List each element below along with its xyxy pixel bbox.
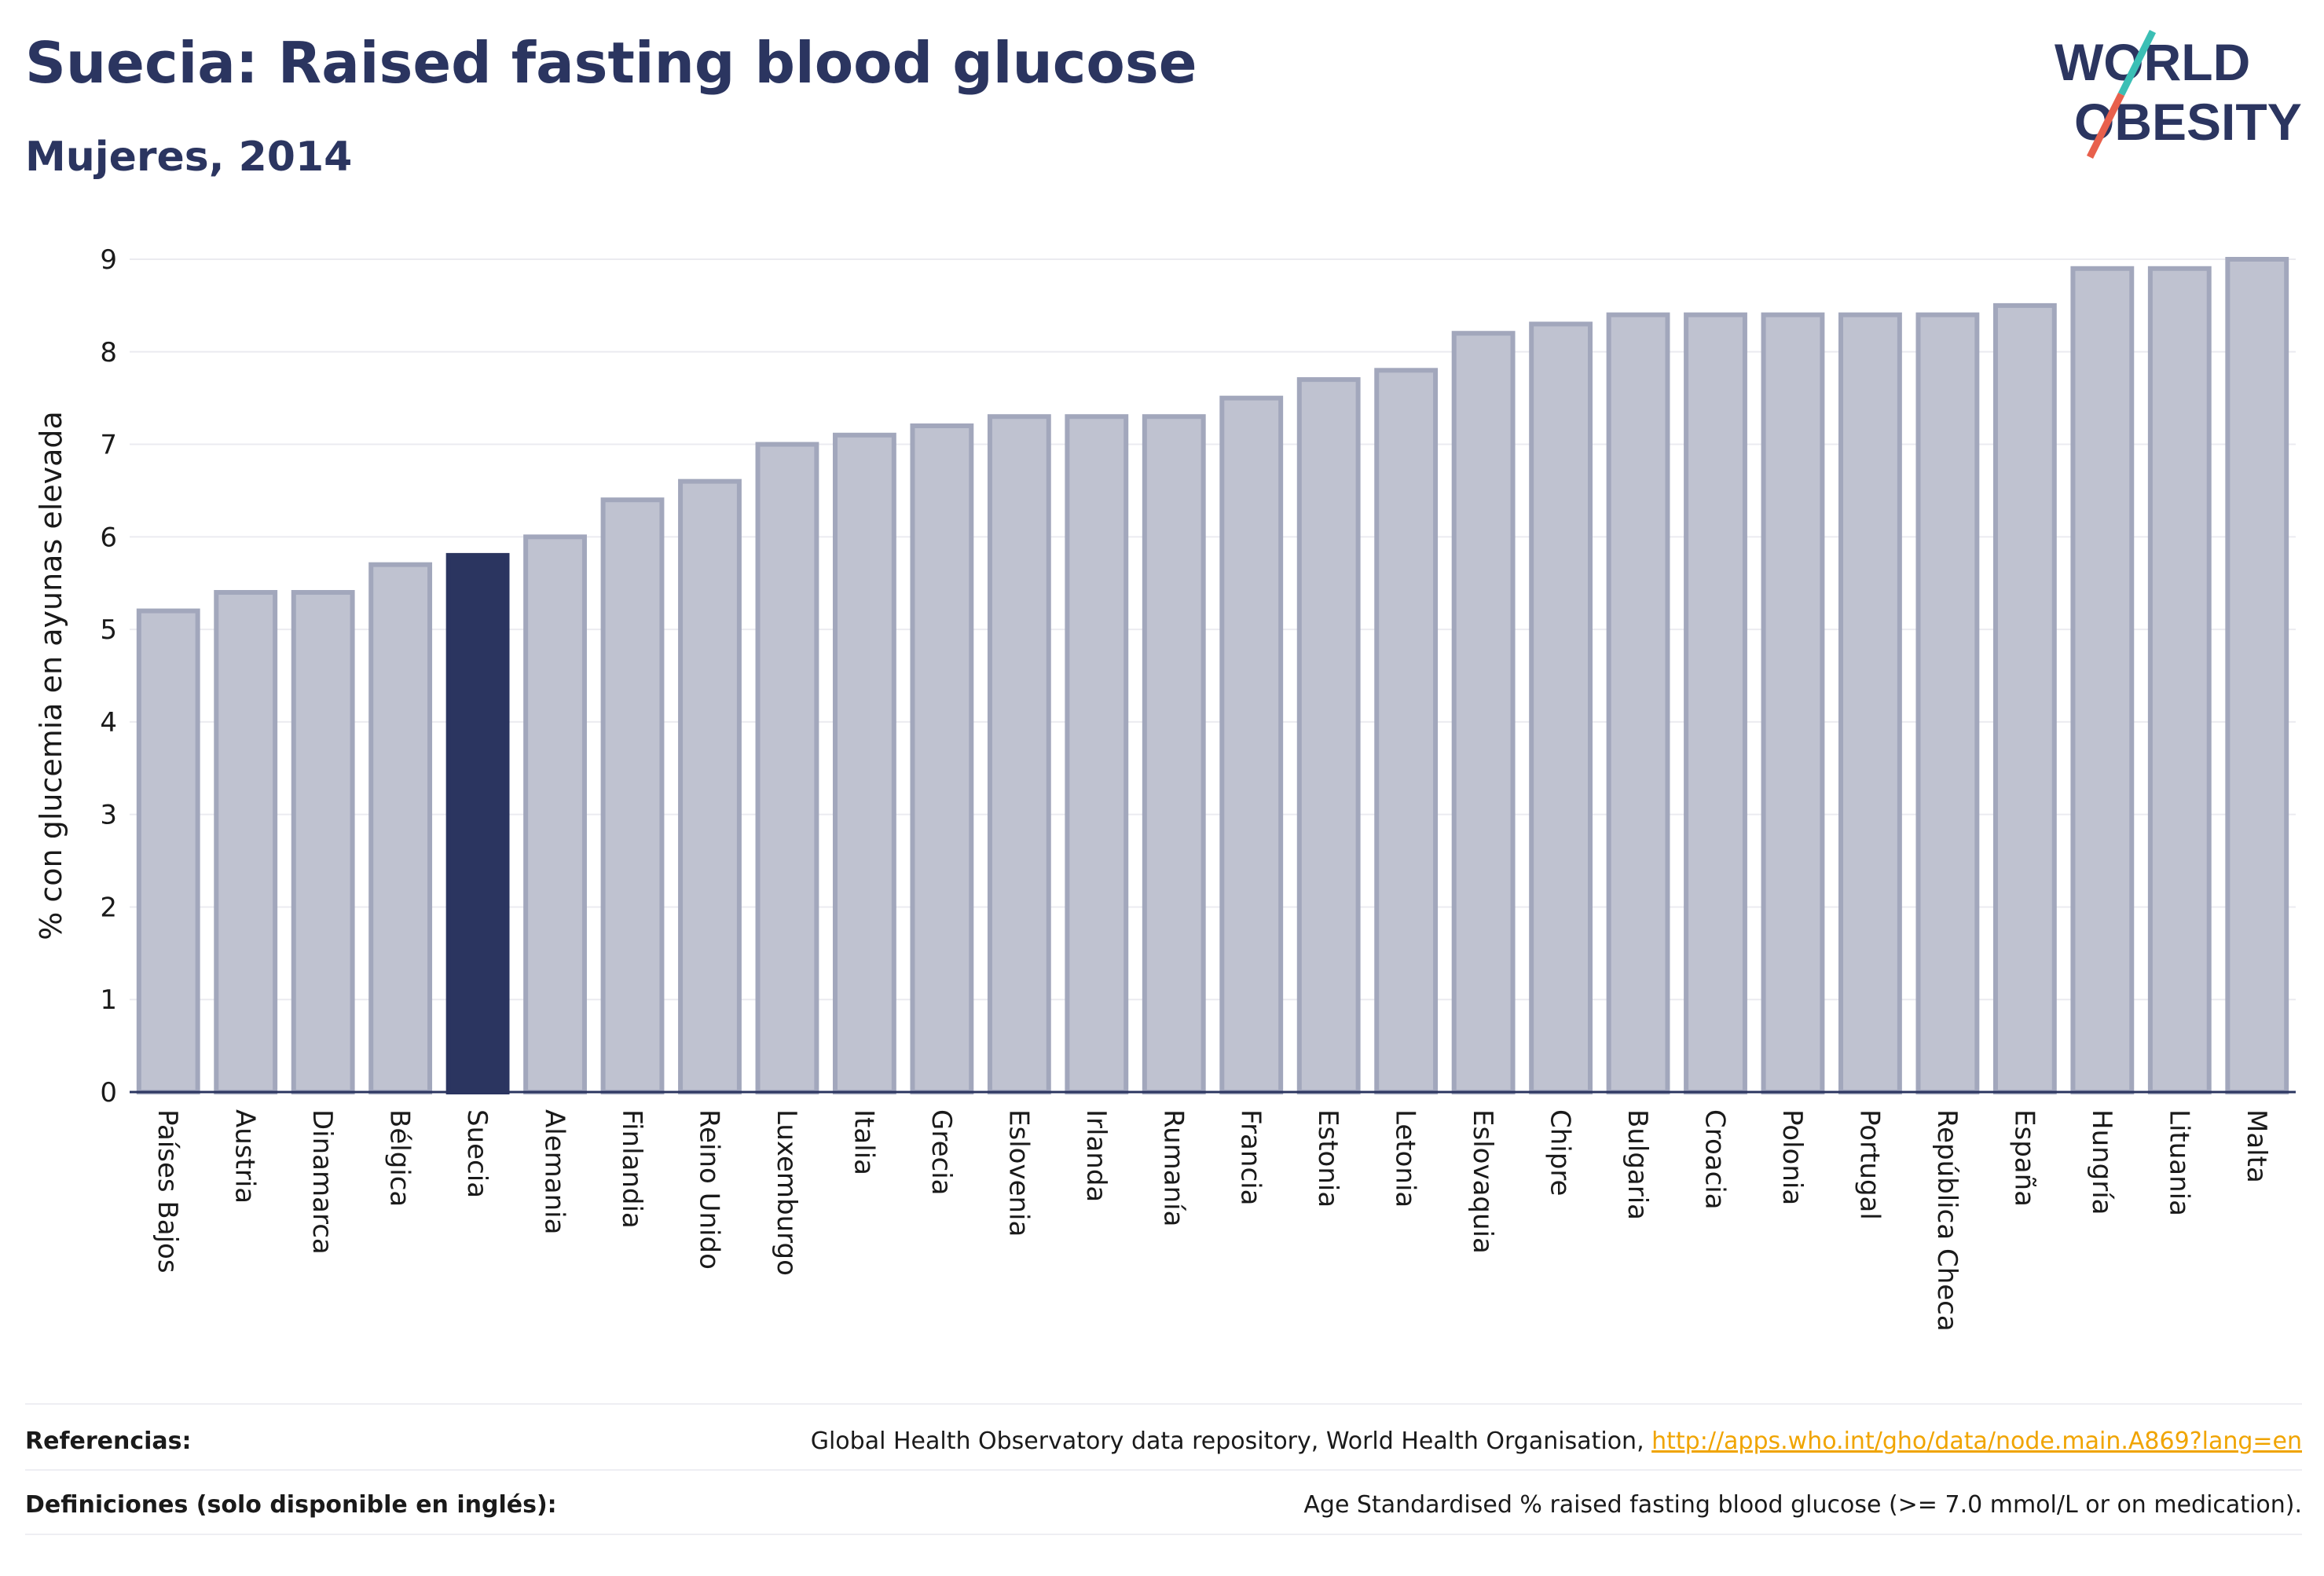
- footer-divider-middle: [25, 1469, 2302, 1471]
- x-tick-label-26: Lituania: [2163, 1109, 2194, 1216]
- footer-divider-bottom: [25, 1534, 2302, 1535]
- bar-17: [1451, 331, 1516, 1094]
- x-tick-label-18: Chipre: [1545, 1109, 1576, 1196]
- x-tick-label-1: Austria: [229, 1109, 261, 1204]
- bar-0: [136, 608, 200, 1094]
- bar-20: [1684, 312, 1747, 1094]
- bar-9: [832, 432, 896, 1094]
- bar-15: [1296, 377, 1361, 1095]
- x-tick-label-2: Dinamarca: [306, 1109, 338, 1255]
- bar-16: [1374, 368, 1439, 1095]
- footer-references: Referencias: Global Health Observatory d…: [25, 1409, 2302, 1472]
- bar-21: [1761, 312, 1825, 1094]
- x-tick-label-14: Francia: [1235, 1109, 1266, 1205]
- x-tick-label-9: Italia: [848, 1109, 879, 1175]
- x-tick-label-22: Portugal: [1853, 1109, 1885, 1220]
- logo-slash-teal: [2117, 29, 2157, 97]
- bar-24: [1992, 302, 2057, 1094]
- x-tick-label-4: Suecia: [461, 1109, 493, 1198]
- bar-4: [445, 552, 510, 1094]
- x-tick-label-15: Estonia: [1312, 1109, 1343, 1208]
- y-axis-label: % con glucemia en ayunas elevada: [34, 411, 68, 940]
- y-tick-label-8: 8: [100, 337, 117, 368]
- bar-23: [1915, 312, 1980, 1094]
- references-text: Global Health Observatory data repositor…: [810, 1427, 1652, 1455]
- chart-title: Suecia: Raised fasting blood glucose: [25, 30, 1197, 96]
- bar-14: [1219, 395, 1284, 1094]
- x-tick-label-21: Polonia: [1776, 1109, 1808, 1205]
- bar-8: [755, 442, 819, 1094]
- x-tick-label-6: Finlandia: [616, 1109, 647, 1229]
- bar-18: [1529, 321, 1593, 1094]
- references-value: Global Health Observatory data repositor…: [811, 1428, 2302, 1455]
- definitions-text: Age Standardised % raised fasting blood …: [1303, 1490, 2302, 1519]
- y-tick-label-2: 2: [100, 892, 117, 923]
- bar-3: [368, 562, 433, 1094]
- bar-26: [2147, 266, 2212, 1094]
- x-tick-label-16: Letonia: [1390, 1109, 1421, 1208]
- logo-line-1: WORLD: [2055, 33, 2250, 91]
- bar-10: [910, 423, 974, 1094]
- x-tick-label-12: Irlanda: [1080, 1109, 1112, 1202]
- world-obesity-logo: WORLD OBESITY: [2055, 29, 2302, 159]
- y-tick-label-6: 6: [100, 522, 117, 553]
- y-tick-label-1: 1: [100, 984, 117, 1016]
- bar-2: [291, 590, 355, 1094]
- x-tick-label-10: Grecia: [926, 1109, 957, 1195]
- footer-divider-top: [25, 1403, 2302, 1405]
- y-tick-label-4: 4: [100, 707, 117, 739]
- x-tick-label-24: España: [2008, 1109, 2040, 1207]
- logo-line-2: OBESITY: [2074, 93, 2302, 151]
- y-tick-label-0: 0: [100, 1077, 117, 1109]
- x-tick-label-27: Malta: [2241, 1109, 2272, 1183]
- bar-6: [600, 497, 665, 1094]
- y-tick-label-5: 5: [100, 614, 117, 646]
- y-tick-label-7: 7: [100, 430, 117, 461]
- x-tick-label-25: Hungría: [2086, 1109, 2117, 1215]
- bar-5: [523, 534, 587, 1094]
- logo-slash-coral: [2086, 92, 2125, 159]
- x-tick-label-7: Reino Unido: [693, 1109, 724, 1270]
- x-tick-label-17: Eslovaquia: [1467, 1109, 1498, 1254]
- bar-1: [214, 590, 278, 1094]
- bar-19: [1606, 312, 1670, 1094]
- x-tick-label-20: Croacia: [1699, 1109, 1731, 1210]
- x-tick-label-0: Países Bajos: [152, 1109, 183, 1274]
- x-tick-label-23: República Checa: [1931, 1109, 1963, 1332]
- bar-11: [987, 414, 1051, 1094]
- definitions-label: Definiciones (solo disponible en inglés)…: [25, 1490, 557, 1519]
- footer-definitions: Definiciones (solo disponible en inglés)…: [25, 1473, 2302, 1536]
- y-tick-label-3: 3: [100, 800, 117, 831]
- x-tick-label-13: Rumanía: [1157, 1109, 1189, 1226]
- x-tick-label-3: Bélgica: [384, 1109, 416, 1207]
- bar-25: [2070, 266, 2135, 1094]
- bar-22: [1838, 312, 1902, 1094]
- references-label: Referencias:: [25, 1427, 192, 1455]
- x-tick-label-19: Bulgaria: [1622, 1109, 1653, 1220]
- chart-subtitle: Mujeres, 2014: [25, 134, 353, 181]
- x-tick-label-8: Luxemburgo: [771, 1109, 802, 1276]
- x-tick-label-11: Eslovenia: [1003, 1109, 1034, 1237]
- bar-27: [2225, 257, 2289, 1094]
- bar-13: [1142, 414, 1206, 1094]
- bar-chart: 0 1 2 3 4 5 6 7 8 9 % con glucemia en ayunas eleva…: [34, 244, 2296, 1332]
- bar-7: [678, 478, 742, 1094]
- bar-12: [1065, 414, 1129, 1094]
- references-link[interactable]: http://apps.who.int/gho/data/node.main.A…: [1651, 1427, 2302, 1455]
- y-tick-label-9: 9: [100, 244, 117, 276]
- x-tick-label-5: Alemania: [539, 1109, 570, 1234]
